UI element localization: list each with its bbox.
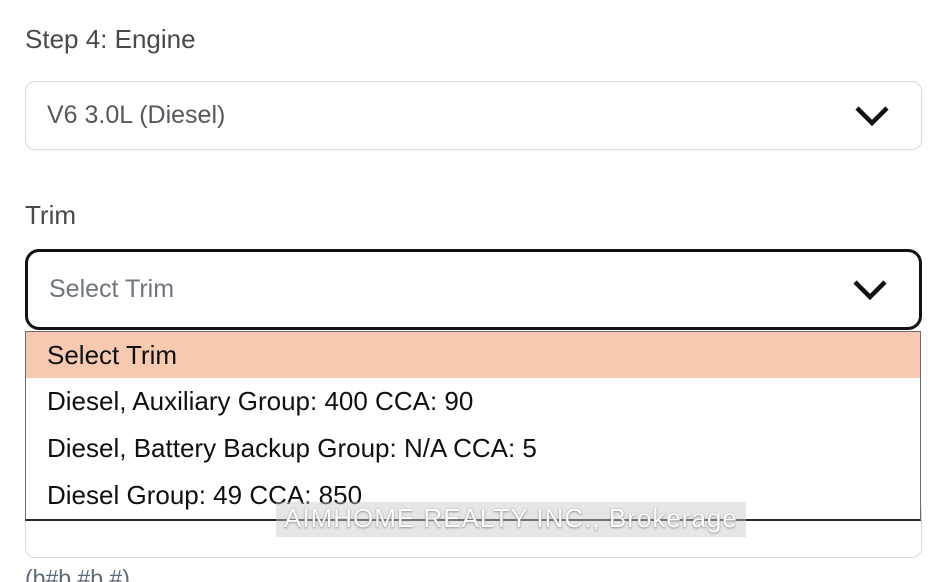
- trim-label: Trim: [25, 200, 77, 230]
- trim-option-diesel-battery-backup[interactable]: Diesel, Battery Backup Group: N/A CCA: 5: [26, 425, 920, 472]
- chevron-down-icon: [853, 280, 887, 300]
- trim-option-select-trim[interactable]: Select Trim: [26, 332, 920, 378]
- engine-select-value: V6 3.0L (Diesel): [47, 101, 226, 129]
- clipped-bottom-text: (b#b #b #): [25, 565, 130, 582]
- engine-step-heading: Step 4: Engine: [25, 24, 196, 54]
- engine-select[interactable]: V6 3.0L (Diesel): [25, 81, 922, 150]
- trim-options-dropdown: Select Trim Diesel, Auxiliary Group: 400…: [25, 331, 921, 521]
- chevron-down-icon: [855, 106, 889, 126]
- trim-select-placeholder: Select Trim: [49, 275, 175, 303]
- trim-option-diesel-group[interactable]: Diesel Group: 49 CCA: 850: [26, 472, 920, 519]
- trim-select[interactable]: Select Trim: [25, 249, 922, 330]
- trim-option-diesel-auxiliary[interactable]: Diesel, Auxiliary Group: 400 CCA: 90: [26, 378, 920, 425]
